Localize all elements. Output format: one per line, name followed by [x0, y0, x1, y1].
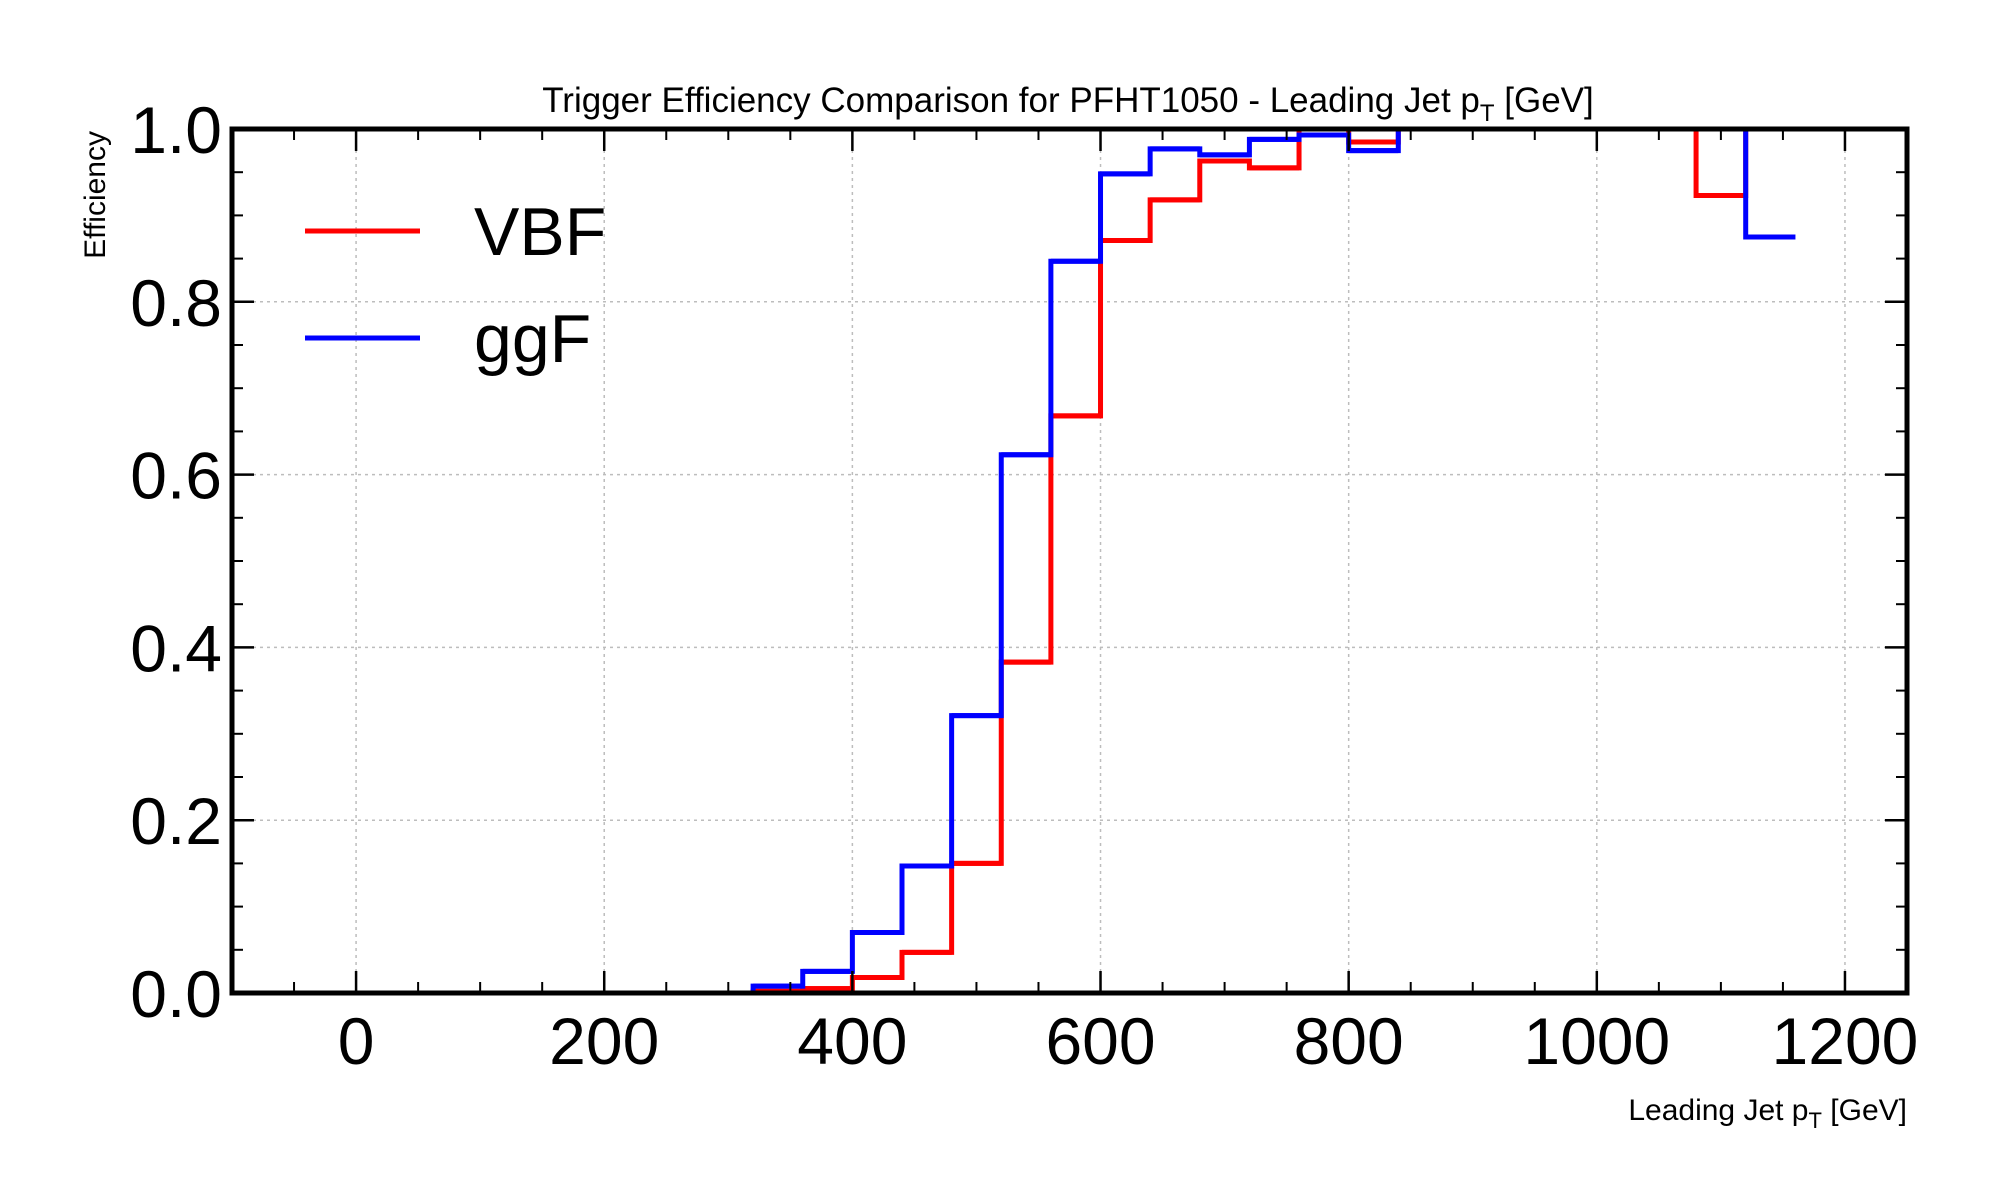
y-axis-label: Efficiency — [79, 131, 112, 259]
y-tick-label: 0.4 — [130, 611, 222, 685]
series-line-vbf — [703, 126, 1796, 996]
legend-label-vbf: VBF — [474, 194, 606, 270]
legend: VBF ggF — [305, 194, 606, 377]
series-layer — [703, 126, 1796, 996]
chart-title: Trigger Efficiency Comparison for PFHT10… — [542, 81, 1594, 127]
y-tick-label: 0.6 — [130, 439, 222, 513]
y-tick-label: 0.2 — [130, 784, 222, 858]
y-tick-label: 0.0 — [130, 957, 222, 1031]
series-line-ggf — [703, 126, 1796, 996]
series-ggf — [703, 126, 1796, 996]
y-tick-label: 0.8 — [130, 266, 222, 340]
x-tick-label: 600 — [1045, 1004, 1155, 1078]
plot-frame — [229, 126, 1910, 996]
legend-label-ggf: ggF — [474, 301, 591, 377]
x-axis-label: Leading Jet pT [GeV] — [1628, 1094, 1907, 1133]
legend-item-vbf: VBF — [305, 194, 606, 270]
x-tick-label: 200 — [549, 1004, 659, 1078]
x-tick-label: 1000 — [1523, 1004, 1670, 1078]
series-vbf — [703, 126, 1796, 996]
x-tick-label: 800 — [1294, 1004, 1404, 1078]
y-tick-label: 1.0 — [130, 93, 222, 167]
x-tick-label: 400 — [797, 1004, 907, 1078]
tick-labels: 0 200 400 600 800 1000 1200 0.0 0.2 0.4 0.6 0.8 1.0 — [130, 93, 1918, 1078]
legend-item-ggf: ggF — [305, 301, 591, 377]
x-tick-label: 1200 — [1772, 1004, 1919, 1078]
x-tick-label: 0 — [338, 1004, 375, 1078]
